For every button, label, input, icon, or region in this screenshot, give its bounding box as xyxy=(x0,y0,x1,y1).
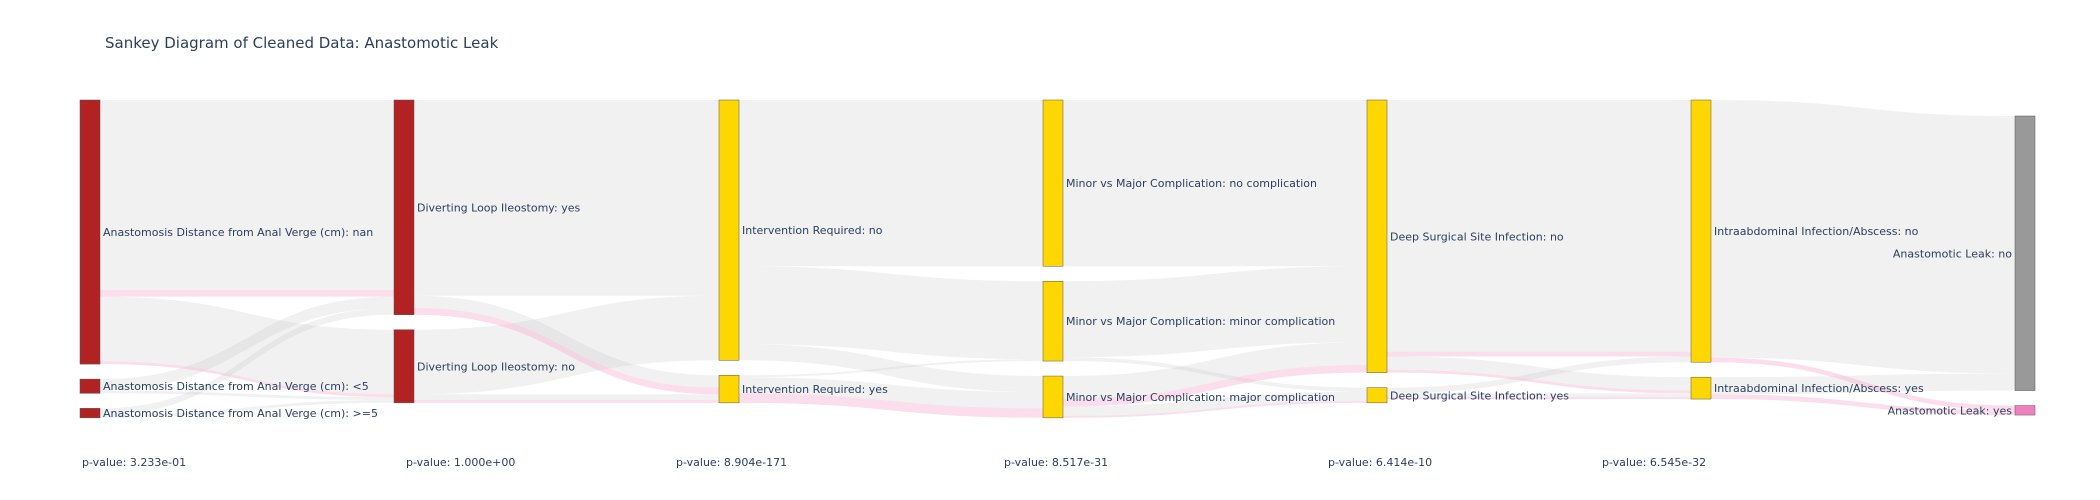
node-dssi_no[interactable] xyxy=(1366,99,1388,373)
node-asd_lt5[interactable] xyxy=(79,378,101,394)
chart-title: Sankey Diagram of Cleaned Data: Anastomo… xyxy=(105,34,499,52)
node-label-ir_no: Intervention Required: no xyxy=(742,224,883,237)
node-label-asd_lt5: Anastomosis Distance from Anal Verge (cm… xyxy=(103,380,369,393)
flow-link-dssi_no-to-iia_no xyxy=(1387,100,1691,352)
flow-link-asd_nan-to-dli_no-leak xyxy=(100,361,394,398)
flow-link-dli_no-to-ir_no xyxy=(414,295,719,395)
node-label-asd_ge5: Anastomosis Distance from Anal Verge (cm… xyxy=(103,407,378,420)
node-al_yes[interactable] xyxy=(2014,405,2036,416)
flow-link-mm_minor-to-dssi_no xyxy=(1063,266,1367,358)
node-label-iia_yes: Intraabdominal Infection/Abscess: yes xyxy=(1714,382,1924,395)
node-dli_no[interactable] xyxy=(393,329,415,404)
p-value-label-4: p-value: 8.517e-31 xyxy=(1004,456,1109,469)
p-value-label-5: p-value: 6.414e-10 xyxy=(1328,456,1433,469)
p-value-label-3: p-value: 8.904e-171 xyxy=(676,456,788,469)
node-label-mm_major: Minor vs Major Complication: major compl… xyxy=(1066,391,1335,404)
flow-link-dli_yes-to-ir_yes-leak xyxy=(414,308,719,395)
node-iia_no[interactable] xyxy=(1690,99,1712,363)
flow-link-asd_lt5-to-dli_yes xyxy=(100,296,394,391)
flow-link-asd_ge5-to-dli_no xyxy=(100,400,394,418)
flow-link-dli_yes-to-ir_no xyxy=(414,100,719,296)
flow-link-dssi_yes-to-iia_yes xyxy=(1387,393,1691,398)
node-asd_ge5[interactable] xyxy=(79,408,101,419)
flow-link-iia_yes-to-al_no xyxy=(1711,373,2015,395)
node-dli_yes[interactable] xyxy=(393,99,415,315)
flow-link-asd_nan-to-dli_yes-leak xyxy=(100,290,394,297)
flow-link-dssi_yes-to-iia_no xyxy=(1387,356,1691,394)
node-label-asd_nan: Anastomosis Distance from Anal Verge (cm… xyxy=(103,226,373,239)
node-ir_no[interactable] xyxy=(718,99,740,361)
node-iia_yes[interactable] xyxy=(1690,376,1712,400)
flow-link-mm_major-to-dssi_yes xyxy=(1063,391,1367,416)
node-asd_nan[interactable] xyxy=(79,99,101,365)
flow-link-dli_no-to-ir_yes-leak xyxy=(414,400,719,403)
flow-link-asd_nan-to-dli_yes xyxy=(100,100,394,290)
flow-link-dli_no-to-ir_yes xyxy=(414,394,719,400)
flow-link-mm_major-to-dssi_yes-leak xyxy=(1063,400,1367,418)
node-label-ir_yes: Intervention Required: yes xyxy=(742,383,888,396)
node-mm_major[interactable] xyxy=(1042,375,1064,419)
p-value-label-2: p-value: 1.000e+00 xyxy=(406,456,516,469)
flow-link-dssi_yes-to-iia_yes-leak xyxy=(1387,397,1691,400)
flow-link-dssi_no-to-iia_yes-leak xyxy=(1387,369,1691,394)
flow-link-mm_major-to-dssi_no xyxy=(1063,342,1367,399)
node-label-dli_yes: Diverting Loop Ileostomy: yes xyxy=(417,201,580,214)
flow-link-iia_no-to-al_no xyxy=(1711,100,2015,374)
node-label-mm_minor: Minor vs Major Complication: minor compl… xyxy=(1066,315,1335,328)
node-mm_minor[interactable] xyxy=(1042,281,1064,362)
flow-link-dssi_no-to-iia_yes xyxy=(1387,356,1691,391)
flow-link-ir_no-to-mm_minor xyxy=(739,266,1043,360)
p-value-label-1: p-value: 3.233e-01 xyxy=(82,456,187,469)
flow-link-mm_minor-to-dssi_yes xyxy=(1063,357,1367,392)
node-mm_none[interactable] xyxy=(1042,99,1064,267)
flow-link-iia_no-to-al_yes-leak xyxy=(1711,357,2015,411)
node-label-dssi_no: Deep Surgical Site Infection: no xyxy=(1390,230,1564,243)
flow-link-ir_no-to-mm_major xyxy=(739,344,1043,393)
nodes-layer xyxy=(79,99,2036,419)
node-dssi_yes[interactable] xyxy=(1366,387,1388,404)
node-label-dssi_yes: Deep Surgical Site Infection: yes xyxy=(1390,389,1569,402)
flow-link-asd_nan-to-dli_no xyxy=(100,296,394,395)
flow-link-iia_yes-to-al_yes-leak xyxy=(1711,394,2015,416)
flow-link-ir_yes-to-mm_major-leak xyxy=(739,393,1043,418)
node-al_no[interactable] xyxy=(2014,115,2036,391)
p-value-label-6: p-value: 6.545e-32 xyxy=(1602,456,1707,469)
flow-link-asd_lt5-to-dli_no xyxy=(100,390,394,400)
flow-link-mm_none-to-dssi_no xyxy=(1063,100,1367,267)
flow-link-ir_no-to-mm_none xyxy=(739,100,1043,267)
flow-link-dssi_no-to-iia_no-leak xyxy=(1387,351,1691,357)
flow-link-dli_yes-to-ir_yes xyxy=(414,295,719,388)
node-ir_yes[interactable] xyxy=(718,375,740,404)
flow-link-mm_major-to-dssi_no-leak xyxy=(1063,365,1367,407)
flow-link-ir_yes-to-mm_minor xyxy=(739,359,1043,378)
node-label-iia_no: Intraabdominal Infection/Abscess: no xyxy=(1714,225,1919,238)
labels-layer: Anastomosis Distance from Anal Verge (cm… xyxy=(103,177,2012,420)
node-label-dli_no: Diverting Loop Ileostomy: no xyxy=(417,360,575,373)
flow-link-ir_yes-to-mm_major xyxy=(739,377,1043,409)
links-layer xyxy=(100,100,2015,418)
node-label-al_yes: Anastomotic Leak: yes xyxy=(1888,404,2013,417)
node-label-al_no: Anastomotic Leak: no xyxy=(1893,247,2012,260)
node-label-mm_none: Minor vs Major Complication: no complica… xyxy=(1066,177,1317,190)
flow-link-asd_ge5-to-dli_yes xyxy=(100,308,394,415)
